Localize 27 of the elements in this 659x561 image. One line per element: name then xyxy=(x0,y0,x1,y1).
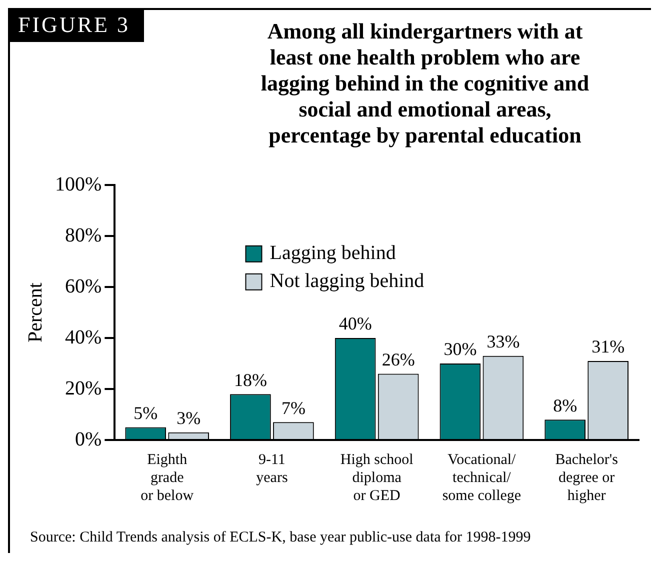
y-tick-label: 60% xyxy=(64,275,102,298)
data-label: 31% xyxy=(592,336,625,357)
caption: FIGURE 3 xyxy=(10,10,144,42)
y-tick-label: 20% xyxy=(64,377,102,400)
data-label: 30% xyxy=(444,339,477,360)
data-label: 26% xyxy=(382,349,415,370)
data-label: 7% xyxy=(281,398,306,418)
data-label: 8% xyxy=(553,395,578,416)
y-tick-label: 100% xyxy=(54,173,102,196)
data-label: 40% xyxy=(338,314,372,334)
source-note: Source: Child Trends analysis of ECLS-K, base year public-use data for 1998-1999 xyxy=(30,529,531,546)
y-tick-label: 0% xyxy=(74,428,102,450)
y-tick-label: 40% xyxy=(64,326,102,348)
x-tick-label: Eighth grade or below xyxy=(140,452,194,504)
y-axis-title: Percent xyxy=(24,282,46,342)
x-tick-label: 9-11 years xyxy=(256,452,288,486)
legend-label: Not lagging behind xyxy=(270,270,424,292)
data-label: 18% xyxy=(234,370,267,390)
data-label: 3% xyxy=(176,408,201,428)
legend-label: Lagging behind xyxy=(270,242,396,264)
x-tick-label: High school diploma or GED xyxy=(340,452,414,504)
data-label: 5% xyxy=(134,402,158,423)
data-label: 33% xyxy=(486,332,520,352)
y-tick-label: 80% xyxy=(64,224,102,246)
x-tick-label: Vocational/ technical/ some college xyxy=(442,452,522,504)
chart-title: Among all kindergartners with at least one health problem who are lagging behind in the cognitive and social and emotional areas, percentage by parental education xyxy=(260,18,590,148)
x-tick-label: Bachelor's degree or higher xyxy=(555,452,618,504)
